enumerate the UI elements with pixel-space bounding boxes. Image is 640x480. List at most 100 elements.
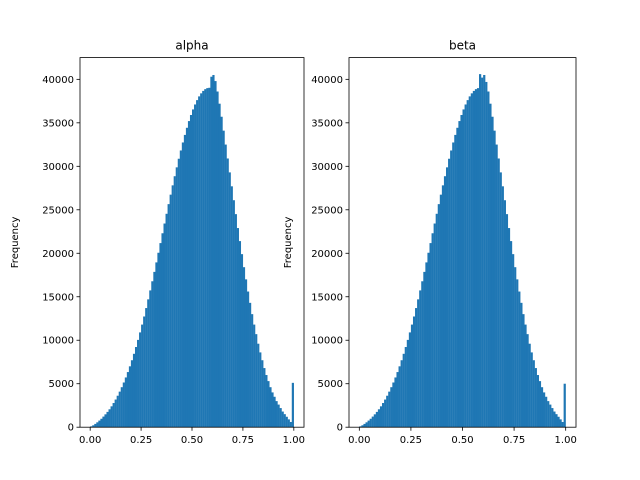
- histogram-bar: [532, 360, 535, 428]
- histogram-bar: [443, 176, 447, 428]
- histogram-bar: [542, 392, 546, 428]
- histogram-bar: [400, 360, 403, 428]
- histogram-bar: [410, 324, 414, 428]
- histogram-bar: [448, 158, 451, 428]
- histogram-bar: [187, 121, 191, 428]
- x-tick-label: 0.25: [130, 435, 152, 446]
- histogram-bar: [224, 144, 227, 428]
- y-tick-label: 5000: [49, 379, 74, 390]
- x-tick-label: 1.00: [555, 435, 577, 446]
- histogram-bar: [259, 352, 262, 428]
- histogram-bar: [116, 395, 119, 428]
- histogram-bar: [433, 223, 436, 428]
- histogram-bar: [234, 214, 237, 428]
- histogram-bar: [458, 121, 461, 428]
- histogram-bar: [398, 366, 401, 428]
- y-tick-label: 5000: [318, 379, 343, 390]
- histogram-bar: [273, 396, 276, 428]
- histogram-bar: [549, 404, 552, 428]
- histogram-bar: [375, 411, 379, 428]
- histogram-bar: [210, 76, 213, 428]
- histogram-bar: [145, 308, 148, 428]
- histogram-bar: [261, 360, 264, 428]
- y-tick-label: 40000: [42, 75, 74, 86]
- histogram-bar: [483, 74, 486, 428]
- histogram-bar: [452, 142, 455, 428]
- histogram-bar: [143, 316, 146, 428]
- histogram-bar: [462, 109, 465, 428]
- histogram-bar: [386, 395, 389, 428]
- histogram-bar: [516, 279, 519, 428]
- histogram-bar: [281, 411, 284, 428]
- histogram-bar: [94, 423, 97, 428]
- histogram-bar: [177, 158, 180, 428]
- histogram-bar: [90, 426, 93, 428]
- histogram-bar: [106, 411, 109, 428]
- histogram-bar: [460, 114, 463, 428]
- histogram-bar: [530, 352, 533, 428]
- histogram-bar: [377, 409, 381, 428]
- histogram-bar: [279, 408, 282, 428]
- histogram-bar: [230, 186, 233, 428]
- histogram-bar: [396, 372, 399, 428]
- histogram-bar: [134, 347, 138, 428]
- histogram-bar: [553, 411, 556, 428]
- y-tick-label: 0: [337, 423, 343, 434]
- histogram-bar: [96, 422, 99, 428]
- histogram-bar: [390, 387, 393, 428]
- histogram-bar: [427, 252, 430, 428]
- histogram-bar: [220, 116, 223, 428]
- histogram-bar: [114, 399, 117, 428]
- histogram-bar: [536, 375, 540, 428]
- histogram-bar: [98, 420, 101, 428]
- histogram-bar: [132, 353, 136, 428]
- histogram-bar: [495, 144, 498, 428]
- y-tick-label: 30000: [311, 162, 343, 173]
- histogram-bar: [493, 130, 496, 428]
- histogram-bar: [212, 74, 215, 428]
- histogram-bar: [524, 324, 527, 428]
- histogram-bar: [242, 267, 246, 428]
- histogram-bar: [192, 109, 195, 428]
- histogram-bar: [171, 185, 174, 428]
- histogram-bar: [371, 416, 374, 428]
- histogram-bar: [287, 419, 290, 428]
- y-axis-label: Frequency: [283, 216, 294, 268]
- histogram-bar: [267, 381, 270, 428]
- y-tick-label: 35000: [311, 118, 343, 129]
- histogram-bar: [470, 93, 473, 428]
- y-tick-label: 30000: [42, 162, 74, 173]
- histogram-bar: [175, 167, 178, 428]
- histogram-bar: [526, 334, 529, 428]
- histogram-bar: [540, 387, 544, 428]
- histogram-bar: [124, 377, 127, 428]
- histogram-bar: [466, 100, 469, 428]
- histogram-bar: [277, 404, 280, 428]
- y-tick-label: 20000: [311, 249, 343, 260]
- histogram-bar: [157, 252, 160, 428]
- histogram-bar: [419, 290, 422, 428]
- histogram-bar: [431, 233, 434, 428]
- histogram-bar: [559, 419, 562, 428]
- histogram-bar: [165, 213, 168, 428]
- histogram-bar: [476, 88, 480, 428]
- histogram-bar: [394, 377, 397, 428]
- histogram-bar: [149, 290, 152, 428]
- y-tick-label: 15000: [42, 292, 74, 303]
- histogram-bar: [499, 172, 502, 428]
- y-axis-ticks: 0 5000 10000 15000 20000 25000 30000 35000 40000: [42, 75, 80, 434]
- subplot-beta: 0.00 0.25 0.50 0.75 1.00 0 5000 10000 15000 2000…: [283, 39, 577, 447]
- histogram-bar: [159, 243, 162, 428]
- histogram-bar: [379, 406, 383, 428]
- histogram-bar: [283, 414, 286, 428]
- histogram-bar: [253, 324, 256, 428]
- histogram-bar: [423, 271, 426, 428]
- histogram-bar: [257, 343, 260, 428]
- histogram-bar: [487, 91, 490, 428]
- histogram-bar: [437, 204, 440, 428]
- histogram-bar: [373, 414, 376, 428]
- histogram-bar: [382, 403, 385, 428]
- y-tick-label: 10000: [42, 336, 74, 347]
- histogram-bar: [214, 81, 217, 428]
- histogram-bar: [236, 228, 239, 428]
